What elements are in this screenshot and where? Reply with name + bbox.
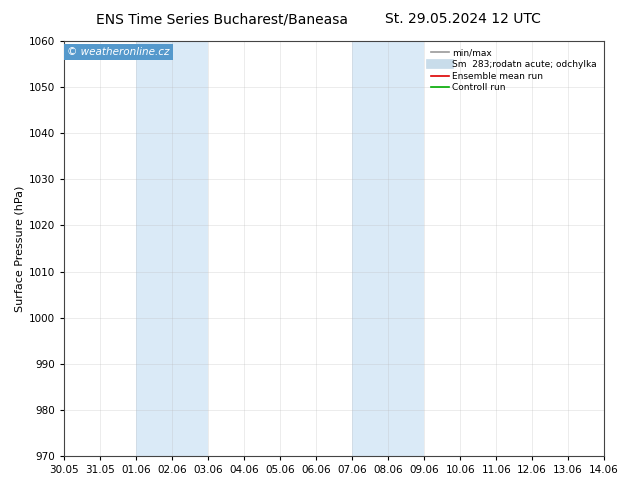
Text: St. 29.05.2024 12 UTC: St. 29.05.2024 12 UTC bbox=[385, 12, 541, 26]
Y-axis label: Surface Pressure (hPa): Surface Pressure (hPa) bbox=[15, 185, 25, 312]
Bar bbox=[136, 41, 209, 456]
Text: © weatheronline.cz: © weatheronline.cz bbox=[67, 47, 170, 57]
Legend: min/max, Sm  283;rodatn acute; odchylka, Ensemble mean run, Controll run: min/max, Sm 283;rodatn acute; odchylka, … bbox=[428, 46, 600, 95]
Bar bbox=[353, 41, 424, 456]
Text: ENS Time Series Bucharest/Baneasa: ENS Time Series Bucharest/Baneasa bbox=[96, 12, 348, 26]
